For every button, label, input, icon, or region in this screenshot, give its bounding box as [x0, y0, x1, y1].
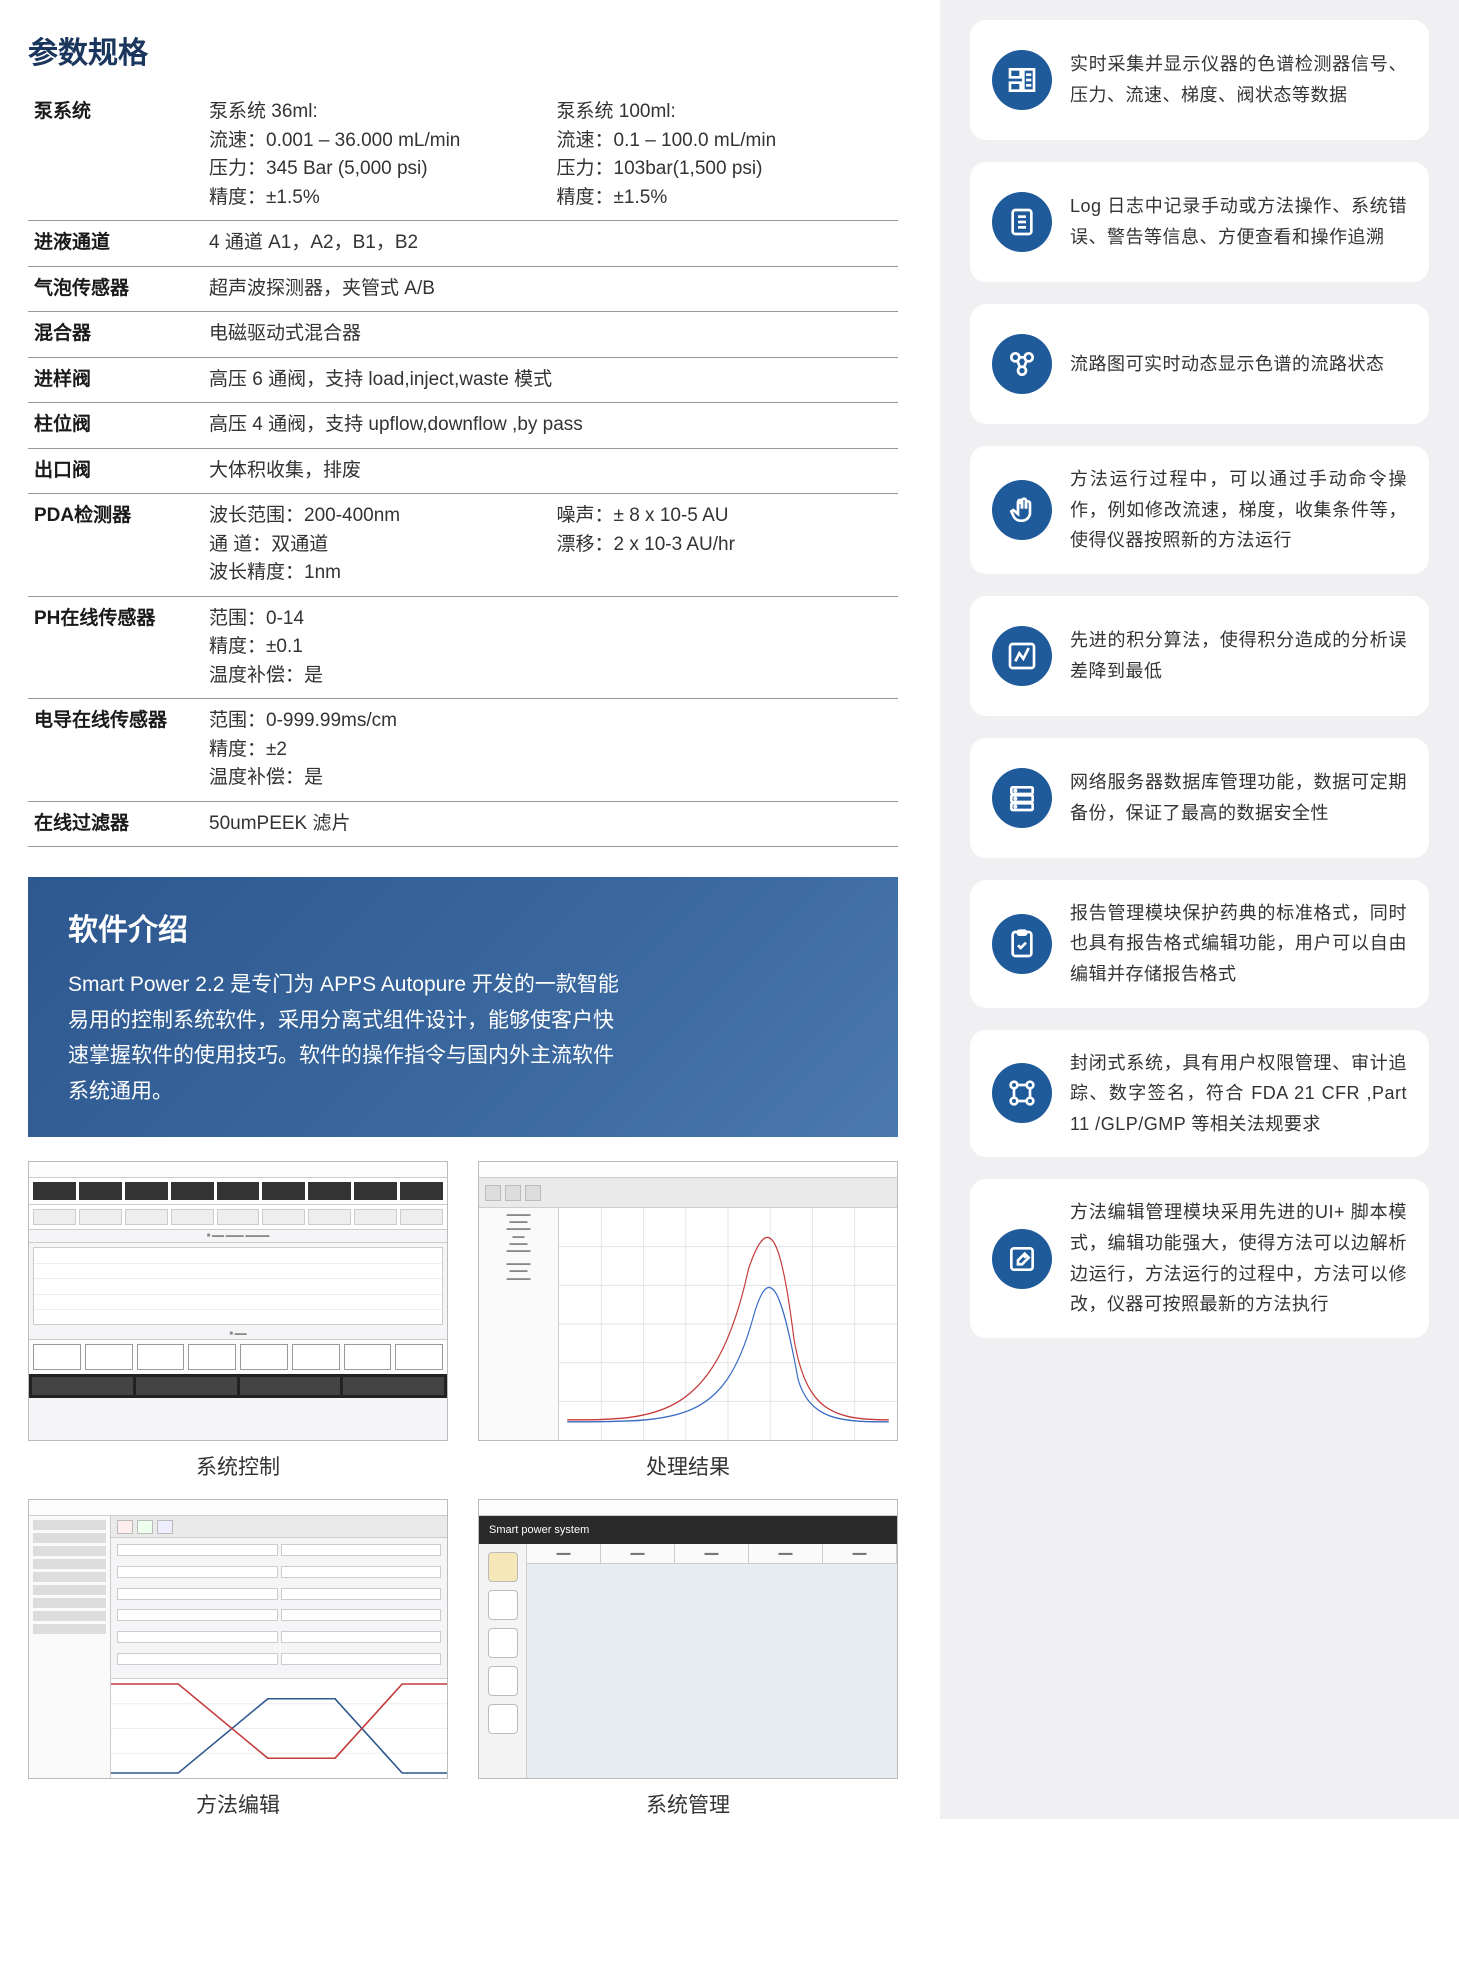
collect-icon	[992, 50, 1052, 110]
spec-value: 高压 6 通阀，支持 load,inject,waste 模式	[203, 357, 898, 403]
spec-label: 电导在线传感器	[28, 699, 203, 802]
flow-icon	[992, 334, 1052, 394]
feature-sidebar: 实时采集并显示仪器的色谱检测器信号、压力、流速、梯度、阀状态等数据 Log 日志中…	[940, 0, 1459, 1819]
shot-method-edit: 方法编辑	[28, 1499, 448, 1819]
spec-label: 在线过滤器	[28, 801, 203, 847]
shot-processing-result: ▬▬▬▬▬▬▬▬▬▬▬▬▬▬▬▬▬▬▬▬ ▬▬▬▬▬▬▬▬▬▬▬ 处理结果	[478, 1161, 898, 1481]
spec-value: 50umPEEK 滤片	[203, 801, 898, 847]
report-icon	[992, 914, 1052, 974]
feature-text: 流路图可实时动态显示色谱的流路状态	[1070, 349, 1385, 380]
feature-card: 先进的积分算法，使得积分造成的分析误差降到最低	[970, 596, 1429, 716]
feature-card: 流路图可实时动态显示色谱的流路状态	[970, 304, 1429, 424]
feature-card: 封闭式系统，具有用户权限管理、审计追踪、数字签名，符合 FDA 21 CFR ,…	[970, 1030, 1429, 1158]
thumb-processing-result: ▬▬▬▬▬▬▬▬▬▬▬▬▬▬▬▬▬▬▬▬ ▬▬▬▬▬▬▬▬▬▬▬	[478, 1161, 898, 1441]
feature-text: 方法编辑管理模块采用先进的UI+ 脚本模式，编辑功能强大，使得方法可以边解析边运…	[1070, 1197, 1407, 1319]
spec-row: PDA检测器波长范围：200-400nm 通 道：双通道 波长精度：1nm噪声：…	[28, 494, 898, 597]
sm-hdr-text: Smart power system	[489, 1524, 589, 1536]
spec-row: 进样阀高压 6 通阀，支持 load,inject,waste 模式	[28, 357, 898, 403]
feature-text: 方法运行过程中，可以通过手动命令操作，例如修改流速，梯度，收集条件等，使得仪器按…	[1070, 464, 1407, 556]
feature-card: 网络服务器数据库管理功能，数据可定期备份，保证了最高的数据安全性	[970, 738, 1429, 858]
thumb-system-control: ■ ▬▬ ▬▬▬ ▬▬▬▬ ■ ▬▬	[28, 1161, 448, 1441]
db-icon	[992, 768, 1052, 828]
screenshot-grid: ■ ▬▬ ▬▬▬ ▬▬▬▬ ■ ▬▬ 系	[28, 1161, 898, 1819]
spec-row: 进液通道4 通道 A1，A2，B1，B2	[28, 221, 898, 267]
caption-system-control: 系统控制	[28, 1451, 448, 1481]
feature-text: 封闭式系统，具有用户权限管理、审计追踪、数字签名，符合 FDA 21 CFR ,…	[1070, 1048, 1407, 1140]
peak-chart	[559, 1208, 897, 1440]
spec-table: 泵系统泵系统 36ml: 流速：0.001 – 36.000 mL/min 压力…	[28, 90, 898, 847]
feature-text: 报告管理模块保护药典的标准格式，同时也具有报告格式编辑功能，用户可以自由编辑并存…	[1070, 898, 1407, 990]
spec-value: 超声波探测器，夹管式 A/B	[203, 266, 898, 312]
spec-label: 气泡传感器	[28, 266, 203, 312]
spec-value: 大体积收集，排废	[203, 448, 898, 494]
feature-text: Log 日志中记录手动或方法操作、系统错误、警告等信息、方便查看和操作追溯	[1070, 191, 1407, 252]
caption-method-edit: 方法编辑	[28, 1789, 448, 1819]
spec-label: 进样阀	[28, 357, 203, 403]
spec-value-left: 波长范围：200-400nm 通 道：双通道 波长精度：1nm	[203, 494, 551, 597]
spec-row: PH在线传感器范围：0-14 精度：±0.1 温度补偿：是	[28, 596, 898, 699]
integral-icon	[992, 626, 1052, 686]
spec-row: 气泡传感器超声波探测器，夹管式 A/B	[28, 266, 898, 312]
software-intro-box: 软件介绍 Smart Power 2.2 是专门为 APPS Autopure …	[28, 877, 898, 1137]
feature-card: 实时采集并显示仪器的色谱检测器信号、压力、流速、梯度、阀状态等数据	[970, 20, 1429, 140]
spec-value: 4 通道 A1，A2，B1，B2	[203, 221, 898, 267]
spec-row: 混合器电磁驱动式混合器	[28, 312, 898, 358]
software-text: Smart Power 2.2 是专门为 APPS Autopure 开发的一款…	[68, 967, 628, 1110]
shot-system-mgmt: Smart power system ▬▬▬▬▬▬▬▬▬▬ 系统管理	[478, 1499, 898, 1819]
feature-text: 先进的积分算法，使得积分造成的分析误差降到最低	[1070, 625, 1407, 686]
edit-icon	[992, 1229, 1052, 1289]
gradient-chart	[111, 1679, 447, 1778]
spec-label: 泵系统	[28, 90, 203, 221]
log-icon	[992, 192, 1052, 252]
spec-label: PDA检测器	[28, 494, 203, 597]
spec-row: 出口阀大体积收集，排废	[28, 448, 898, 494]
shot-system-control: ■ ▬▬ ▬▬▬ ▬▬▬▬ ■ ▬▬ 系	[28, 1161, 448, 1481]
spec-value-left: 泵系统 36ml: 流速：0.001 – 36.000 mL/min 压力：34…	[203, 90, 551, 221]
spec-row: 泵系统泵系统 36ml: 流速：0.001 – 36.000 mL/min 压力…	[28, 90, 898, 221]
software-title: 软件介绍	[68, 905, 858, 949]
caption-system-mgmt: 系统管理	[478, 1789, 898, 1819]
hand-icon	[992, 480, 1052, 540]
spec-value-right: 噪声：± 8 x 10-5 AU 漂移：2 x 10-3 AU/hr	[551, 494, 899, 597]
spec-row: 电导在线传感器范围：0-999.99ms/cm 精度：±2 温度补偿：是	[28, 699, 898, 802]
feature-text: 网络服务器数据库管理功能，数据可定期备份，保证了最高的数据安全性	[1070, 767, 1407, 828]
spec-row: 柱位阀高压 4 通阀，支持 upflow,downflow ,by pass	[28, 403, 898, 449]
thumb-system-mgmt: Smart power system ▬▬▬▬▬▬▬▬▬▬	[478, 1499, 898, 1779]
spec-value-right: 泵系统 100ml: 流速：0.1 – 100.0 mL/min 压力：103b…	[551, 90, 899, 221]
spec-row: 在线过滤器50umPEEK 滤片	[28, 801, 898, 847]
feature-card: 报告管理模块保护药典的标准格式，同时也具有报告格式编辑功能，用户可以自由编辑并存…	[970, 880, 1429, 1008]
spec-label: 出口阀	[28, 448, 203, 494]
spec-label: 混合器	[28, 312, 203, 358]
spec-value: 高压 4 通阀，支持 upflow,downflow ,by pass	[203, 403, 898, 449]
spec-value: 范围：0-14 精度：±0.1 温度补偿：是	[203, 596, 898, 699]
spec-title: 参数规格	[28, 28, 940, 72]
spec-label: PH在线传感器	[28, 596, 203, 699]
lock-icon	[992, 1063, 1052, 1123]
spec-label: 进液通道	[28, 221, 203, 267]
spec-value: 范围：0-999.99ms/cm 精度：±2 温度补偿：是	[203, 699, 898, 802]
spec-value: 电磁驱动式混合器	[203, 312, 898, 358]
spec-label: 柱位阀	[28, 403, 203, 449]
caption-processing-result: 处理结果	[478, 1451, 898, 1481]
thumb-method-edit	[28, 1499, 448, 1779]
feature-card: 方法编辑管理模块采用先进的UI+ 脚本模式，编辑功能强大，使得方法可以边解析边运…	[970, 1179, 1429, 1337]
feature-text: 实时采集并显示仪器的色谱检测器信号、压力、流速、梯度、阀状态等数据	[1070, 49, 1407, 110]
feature-card: Log 日志中记录手动或方法操作、系统错误、警告等信息、方便查看和操作追溯	[970, 162, 1429, 282]
feature-card: 方法运行过程中，可以通过手动命令操作，例如修改流速，梯度，收集条件等，使得仪器按…	[970, 446, 1429, 574]
